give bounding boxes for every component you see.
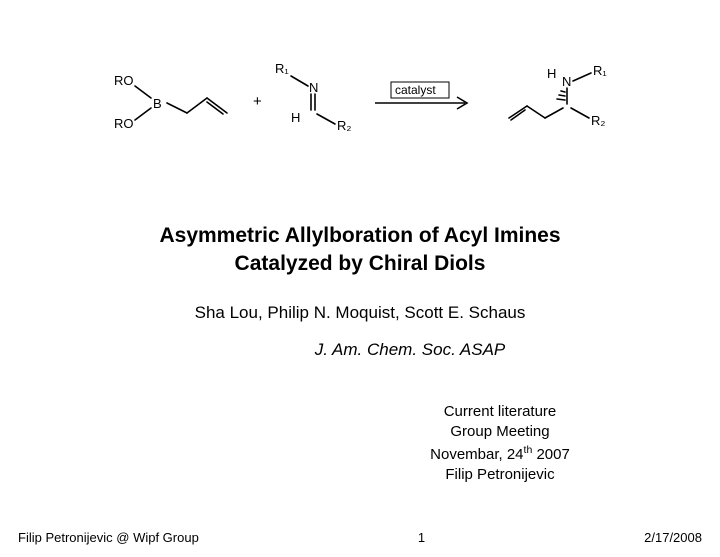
journal: J. Am. Chem. Soc. ASAP bbox=[260, 340, 560, 360]
meta-line-3-sup: th bbox=[524, 444, 533, 456]
product-n: N bbox=[562, 74, 571, 89]
footer: Filip Petronijevic @ Wipf Group 1 2/17/2… bbox=[0, 530, 720, 545]
reagent1-ro-top: RO bbox=[114, 73, 134, 88]
footer-right: 2/17/2008 bbox=[644, 530, 702, 545]
reagent1-ro-bottom: RO bbox=[114, 116, 134, 131]
meta-line-1: Current literature bbox=[400, 402, 600, 422]
reagent2-h: H bbox=[291, 110, 300, 125]
reaction-svg: RO RO B + R₁ N H R₂ bbox=[95, 58, 625, 138]
title-block: Asymmetric Allylboration of Acyl Imines … bbox=[0, 222, 720, 279]
arrow-label: catalyst bbox=[395, 83, 436, 97]
meta-line-2: Group Meeting bbox=[400, 422, 600, 442]
title-line-2: Catalyzed by Chiral Diols bbox=[0, 250, 720, 278]
product-r1: R₁ bbox=[593, 63, 607, 78]
product-h: H bbox=[547, 66, 556, 81]
reagent2-r2: R₂ bbox=[337, 118, 351, 133]
reagent1-b: B bbox=[153, 96, 162, 111]
slide: RO RO B + R₁ N H R₂ bbox=[0, 0, 720, 557]
product-r2: R₂ bbox=[591, 113, 605, 128]
meta-block: Current literature Group Meeting Novemba… bbox=[400, 402, 600, 485]
reagent2-r1: R₁ bbox=[275, 61, 289, 76]
authors: Sha Lou, Philip N. Moquist, Scott E. Sch… bbox=[0, 303, 720, 323]
meta-line-3: Novembar, 24th 2007 bbox=[400, 443, 600, 465]
meta-line-3-pre: Novembar, 24 bbox=[430, 446, 523, 463]
title-line-1: Asymmetric Allylboration of Acyl Imines bbox=[0, 222, 720, 250]
meta-line-3-post: 2007 bbox=[532, 446, 570, 463]
reaction-scheme: RO RO B + R₁ N H R₂ bbox=[0, 58, 720, 143]
plus-sign: + bbox=[253, 93, 262, 110]
footer-center: 1 bbox=[418, 530, 425, 545]
reagent2-n: N bbox=[309, 80, 318, 95]
meta-line-4: Filip Petronijevic bbox=[400, 465, 600, 485]
footer-left: Filip Petronijevic @ Wipf Group bbox=[18, 530, 199, 545]
